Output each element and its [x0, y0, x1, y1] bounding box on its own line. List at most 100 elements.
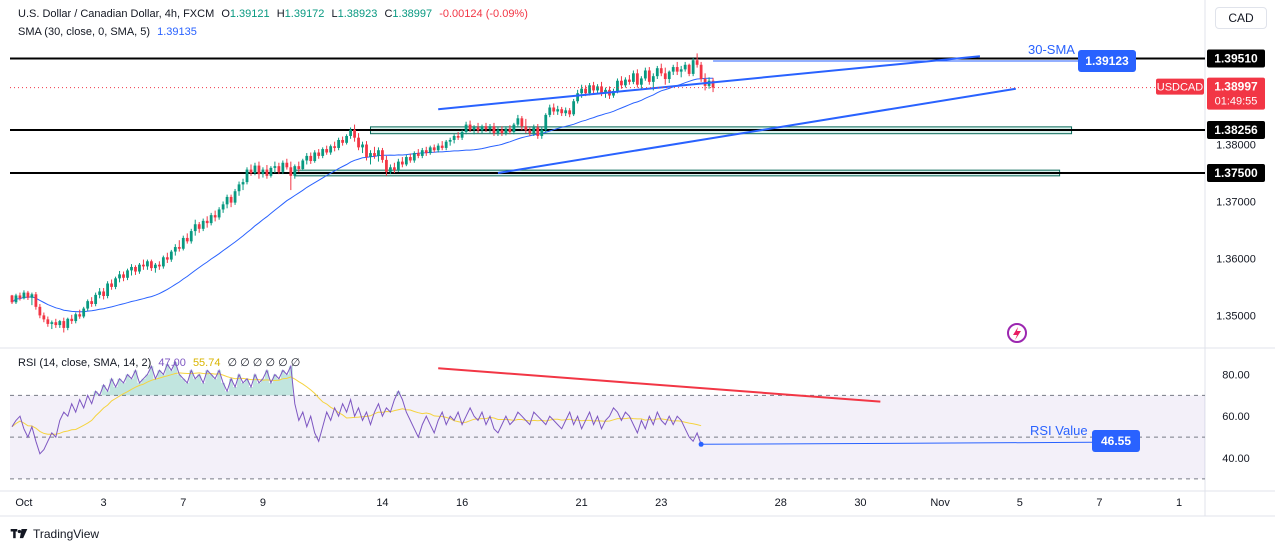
candle-body	[333, 146, 337, 148]
candle-body	[42, 315, 46, 320]
candle-body	[146, 261, 149, 267]
candle-body	[305, 155, 309, 161]
candle	[492, 122, 496, 136]
candle	[400, 157, 404, 168]
footer: TradingView	[10, 527, 99, 541]
candle	[568, 108, 572, 118]
level-label-2: 1.37500	[1214, 166, 1258, 180]
rsi-overbought-fill	[93, 362, 401, 396]
candle	[369, 150, 372, 165]
candle-body	[353, 129, 356, 138]
candle-body	[345, 135, 348, 143]
candle-body	[711, 80, 715, 88]
candle	[82, 306, 86, 319]
candle	[110, 279, 113, 290]
candle-body	[189, 231, 193, 242]
candle-body	[584, 88, 587, 94]
candle-body	[22, 292, 26, 299]
candle-body	[349, 129, 352, 136]
candle-body	[476, 127, 480, 131]
symbol-tag-label: USDCAD	[1157, 82, 1204, 94]
candle-body	[365, 144, 368, 158]
candle	[480, 124, 484, 134]
candle-body	[508, 128, 512, 132]
candle	[281, 160, 285, 175]
candle-body	[635, 73, 639, 85]
candle	[293, 164, 297, 179]
sma-30-line	[11, 77, 714, 313]
candle	[66, 317, 70, 331]
candle	[679, 65, 683, 78]
time-tick-9: 30	[854, 497, 866, 509]
time-tick-6: 21	[575, 497, 587, 509]
rsi-tick-1: 60.00	[1222, 411, 1250, 423]
sma-annotation-label: 30-SMA	[1028, 42, 1075, 57]
candle-body	[253, 165, 257, 173]
candle	[22, 290, 26, 300]
candle-body	[536, 127, 540, 136]
candle	[385, 155, 388, 176]
level-tag-2	[1207, 163, 1265, 182]
candle	[504, 126, 508, 136]
candle	[313, 150, 317, 163]
rsi-tick-0: 80.00	[1222, 370, 1250, 382]
symbol-tag-box	[1156, 78, 1204, 95]
price-header: U.S. Dollar / Canadian Dollar, 4h, FXCM …	[18, 8, 532, 20]
tradingview-logo-icon	[10, 529, 28, 539]
candle-body	[428, 147, 432, 154]
candle	[78, 309, 82, 319]
flash-icon-ring	[1007, 323, 1027, 343]
candle-body	[452, 135, 456, 140]
level-tag-0	[1207, 49, 1265, 68]
candle	[241, 178, 245, 191]
candle-body	[647, 70, 651, 82]
rsi-header-value: 47.00	[158, 357, 186, 369]
candle	[560, 106, 564, 117]
flash-icon-bolt	[1013, 327, 1021, 340]
time-tick-5: 16	[456, 497, 468, 509]
candle-body	[265, 169, 269, 176]
candle	[500, 126, 504, 136]
candle	[564, 107, 568, 117]
candle-body	[504, 128, 508, 134]
currency-button[interactable]: CAD	[1215, 7, 1267, 29]
candle	[377, 147, 380, 162]
candle	[325, 145, 329, 155]
sma-line	[11, 77, 714, 313]
candle-body	[424, 150, 428, 154]
candle	[277, 162, 281, 175]
candle	[639, 76, 643, 89]
candle	[146, 259, 149, 270]
candle	[695, 53, 699, 68]
candle-body	[38, 306, 42, 316]
candle	[118, 270, 121, 283]
support-zones	[294, 126, 1073, 177]
price-tick-2: 1.36000	[1216, 253, 1256, 265]
candle-body	[46, 319, 50, 324]
candle	[333, 141, 337, 152]
candle-body	[492, 126, 496, 134]
candle	[655, 65, 659, 80]
candle-body	[524, 126, 528, 131]
candle-body	[699, 64, 703, 80]
candle	[349, 127, 352, 139]
candle-body	[269, 167, 273, 176]
candle-body	[596, 86, 599, 91]
candle	[452, 134, 456, 144]
candle	[552, 103, 556, 115]
candle-body	[616, 80, 619, 91]
candle	[245, 167, 249, 185]
candle-body	[173, 247, 177, 252]
candle-body	[369, 153, 372, 158]
candle-body	[185, 237, 189, 242]
candle-body	[643, 70, 647, 79]
time-tick-11: 5	[1017, 497, 1023, 509]
sma-label: SMA (30, close, 0, SMA, 5)	[18, 26, 151, 38]
candle	[233, 188, 237, 205]
candle	[142, 259, 145, 270]
rsi-line	[11, 360, 702, 455]
candle	[361, 141, 364, 154]
candle	[412, 151, 416, 163]
candle	[177, 240, 181, 252]
